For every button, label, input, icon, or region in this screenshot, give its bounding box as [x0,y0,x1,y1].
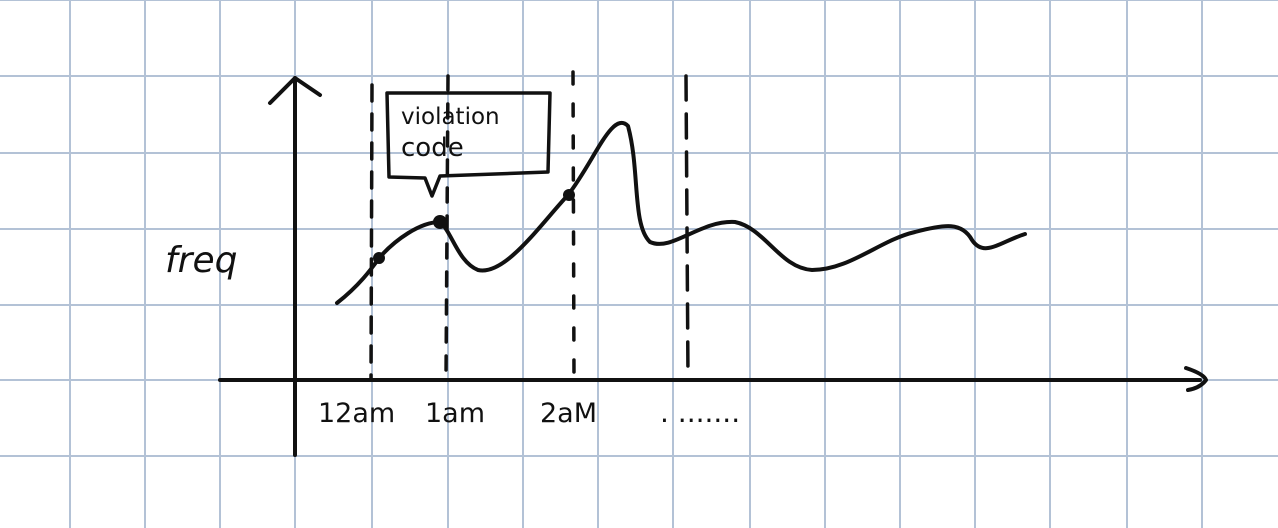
callout-line2: code [401,133,464,163]
y-axis-label: freq [165,240,237,281]
y-axis-arrowhead [268,76,322,105]
marker-2am [571,70,576,380]
point-1am [433,215,447,229]
marker-after-2am [684,74,690,380]
x-tick-label-1: 1am [425,398,485,429]
x-tick-label-0: 12am [318,398,395,429]
violation-code-callout [385,91,552,198]
marker-1am [444,74,450,380]
time-markers [369,70,690,380]
callout-line1: violation [401,104,500,130]
x-tick-label-2: 2aM [540,398,597,429]
callout-box [385,91,552,198]
point-12am [373,252,385,264]
x-tick-label-3: . ....... [660,396,740,429]
x-tick-labels: 12am 1am 2aM . ....... [318,396,740,429]
curve-points [373,189,575,264]
x-axis-arrowhead [1184,366,1208,392]
axes [218,76,1208,457]
point-2am [563,189,575,201]
marker-12am [369,83,374,380]
